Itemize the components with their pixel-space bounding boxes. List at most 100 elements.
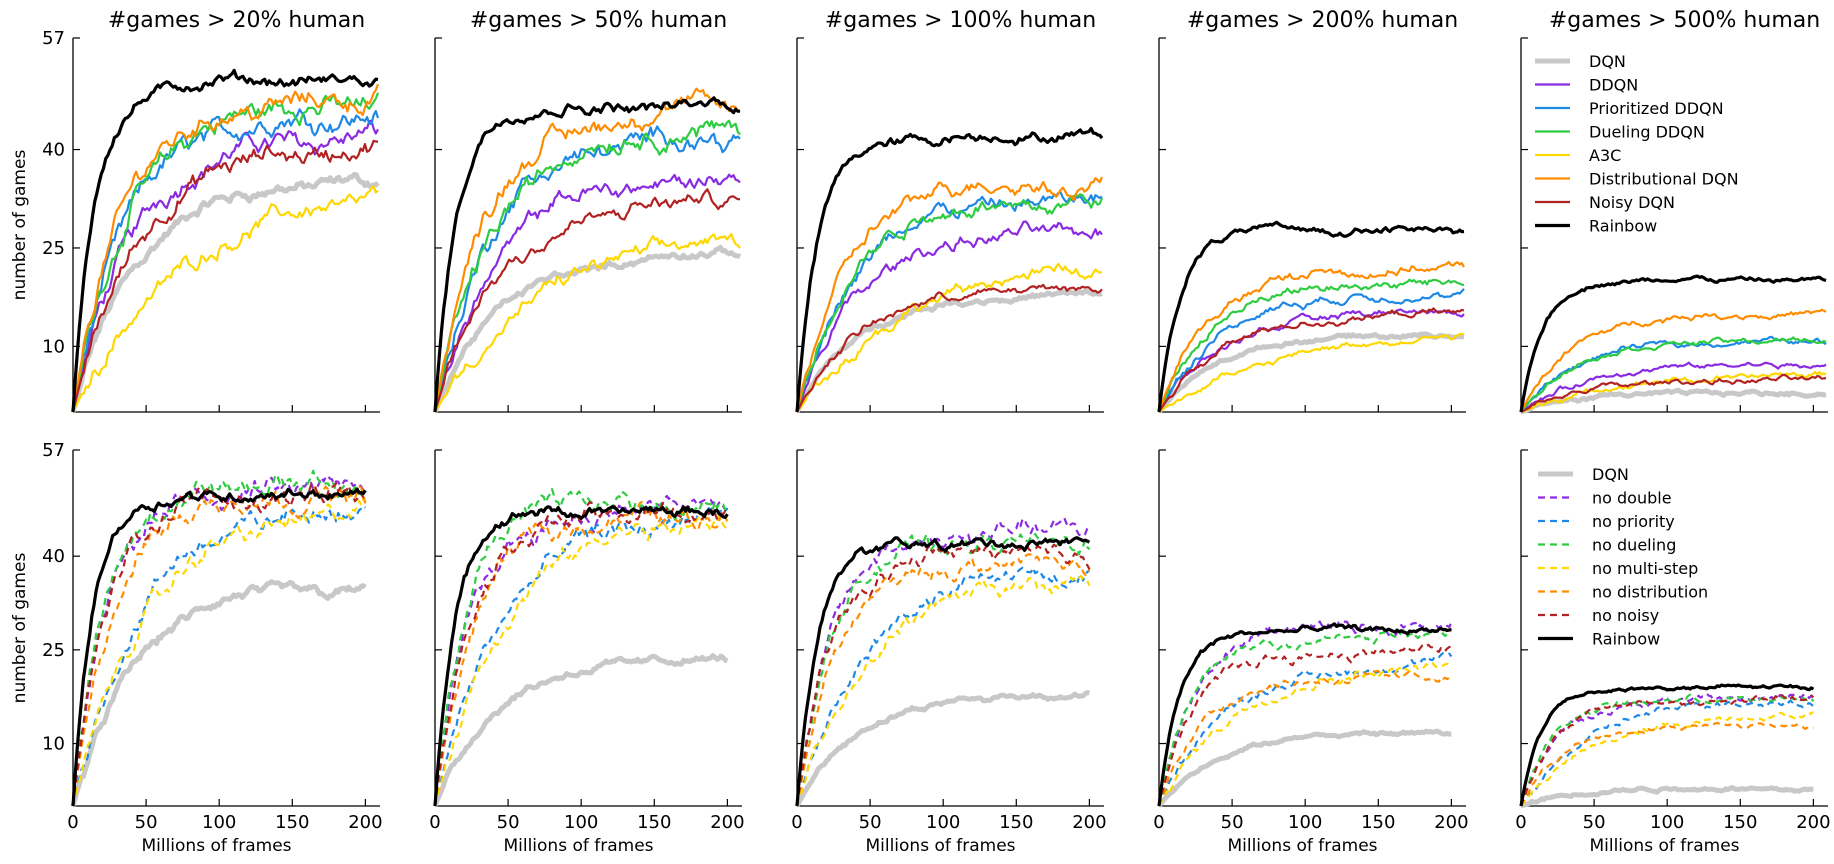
legend-label: DDQN — [1589, 76, 1638, 95]
series-line-noisy-dqn — [71, 139, 379, 413]
series-line-no-noisy — [71, 482, 367, 807]
legend-label: A3C — [1589, 146, 1621, 165]
y-tick-label: 25 — [42, 238, 65, 259]
series-line-ddqn — [1520, 361, 1827, 413]
series-line-no-noisy — [1519, 693, 1815, 807]
series-line-dueling-ddqn — [1520, 336, 1827, 413]
series-line-no-priority — [71, 504, 367, 807]
series-line-noisy-dqn — [796, 283, 1103, 413]
y-tick-label: 10 — [42, 734, 65, 755]
series-line-dueling-ddqn — [433, 119, 741, 413]
series-line-no-multi-step — [433, 514, 729, 807]
x-tick-label: 100 — [1650, 812, 1684, 833]
series-line-rainbow — [1157, 220, 1465, 413]
series-line-no-distribution — [1157, 669, 1452, 807]
series-line-dqn — [794, 288, 1103, 414]
x-axis-label: Millions of frames — [503, 836, 653, 856]
series-line-ddqn — [433, 173, 741, 413]
series-line-dqn — [1157, 331, 1465, 414]
x-tick-label: 200 — [1072, 812, 1106, 833]
legend-label: no double — [1592, 489, 1672, 508]
x-axis-label: Millions of frames — [141, 836, 291, 856]
legend-label: no distribution — [1592, 583, 1708, 602]
series-line-rainbow — [433, 96, 741, 413]
series-line-no-dueling — [433, 488, 728, 807]
x-tick-label: 50 — [859, 812, 882, 833]
series-line-no-distribution — [1520, 721, 1814, 807]
series-line-no-dueling — [1157, 627, 1453, 807]
series-line-no-noisy — [1157, 643, 1452, 807]
series-line-no-multi-step — [1520, 711, 1814, 807]
series-line-dqn — [432, 653, 729, 807]
series-line-no-priority — [433, 505, 729, 807]
series-line-noisy-dqn — [1520, 373, 1827, 413]
panel-title: #games > 20% human — [108, 8, 365, 33]
series-line-dqn — [1157, 728, 1452, 808]
legend-label: no dueling — [1592, 536, 1676, 555]
series-line-dueling-ddqn — [795, 193, 1104, 413]
x-tick-label: 0 — [1153, 812, 1164, 833]
legend-label: Dueling DDQN — [1589, 123, 1705, 142]
legend-label: no noisy — [1592, 606, 1659, 625]
series-line-no-multi-step — [795, 574, 1091, 807]
series-line-dqn — [1520, 785, 1814, 809]
legend-label: DQN — [1592, 465, 1629, 484]
series-line-prioritized-ddqn — [71, 108, 380, 413]
series-line-no-double — [71, 474, 367, 807]
series-line-ddqn — [795, 220, 1103, 413]
series-line-noisy-dqn — [433, 188, 741, 413]
series-line-no-distribution — [795, 553, 1091, 807]
series-line-a3c — [1520, 370, 1827, 414]
series-line-dqn — [1520, 387, 1827, 415]
x-tick-label: 200 — [1796, 812, 1830, 833]
x-tick-label: 200 — [348, 812, 382, 833]
series-line-rainbow — [1157, 622, 1452, 807]
x-tick-label: 150 — [999, 812, 1033, 833]
x-tick-label: 50 — [1583, 812, 1606, 833]
series-line-dueling-ddqn — [1157, 278, 1465, 413]
series-line-a3c — [434, 232, 741, 413]
series-line-no-double — [433, 495, 729, 807]
series-line-a3c — [1158, 332, 1465, 413]
panel-title: #games > 200% human — [1187, 8, 1458, 33]
legend-label: no priority — [1592, 512, 1675, 531]
series-line-rainbow — [1519, 274, 1827, 413]
legend-label: DQN — [1589, 52, 1626, 71]
x-tick-label: 100 — [926, 812, 960, 833]
series-line-distributional-dqn — [71, 83, 380, 413]
x-tick-label: 0 — [67, 812, 78, 833]
y-tick-label: 40 — [42, 140, 65, 161]
series-line-distributional-dqn — [1520, 308, 1827, 413]
y-tick-label: 57 — [42, 28, 65, 49]
x-tick-label: 0 — [429, 812, 440, 833]
series-line-no-distribution — [433, 501, 729, 807]
x-tick-label: 0 — [791, 812, 802, 833]
series-line-rainbow — [1519, 683, 1815, 807]
series-line-no-multi-step — [71, 497, 367, 807]
x-tick-label: 150 — [1723, 812, 1757, 833]
series-line-rainbow — [71, 68, 379, 413]
series-line-no-double — [1157, 620, 1453, 807]
x-axis-label: Millions of frames — [1227, 836, 1377, 856]
series-line-dqn — [70, 172, 380, 413]
series-line-noisy-dqn — [1158, 307, 1465, 413]
x-tick-label: 100 — [564, 812, 598, 833]
series-line-prioritized-ddqn — [795, 191, 1103, 413]
series-line-no-multi-step — [1158, 661, 1452, 807]
series-line-dueling-ddqn — [71, 92, 380, 413]
series-line-rainbow — [795, 536, 1091, 807]
y-tick-label: 57 — [42, 440, 65, 461]
x-axis-label: Millions of frames — [1589, 836, 1739, 856]
series-line-rainbow — [795, 126, 1104, 413]
series-line-distributional-dqn — [795, 176, 1104, 413]
legend-label: Rainbow — [1592, 630, 1660, 649]
series-line-rainbow — [433, 505, 729, 807]
series-line-no-dueling — [71, 469, 367, 807]
series-line-ddqn — [1158, 308, 1465, 413]
series-line-no-double — [795, 516, 1090, 807]
x-tick-label: 50 — [497, 812, 520, 833]
series-line-dqn — [794, 690, 1090, 808]
legend-label: Rainbow — [1589, 217, 1657, 236]
x-tick-label: 50 — [1221, 812, 1244, 833]
